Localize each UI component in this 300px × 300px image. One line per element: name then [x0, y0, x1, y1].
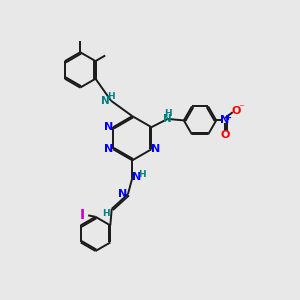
Text: N: N [118, 189, 127, 199]
Text: ⁻: ⁻ [238, 103, 244, 114]
Text: N: N [104, 144, 113, 154]
Text: H: H [138, 170, 146, 179]
Text: I: I [80, 208, 85, 222]
Text: N: N [220, 115, 230, 125]
Text: H: H [103, 209, 110, 218]
Text: H: H [107, 92, 114, 100]
Text: N: N [101, 96, 110, 106]
Text: N: N [104, 122, 113, 132]
Text: O: O [232, 106, 241, 116]
Text: +: + [224, 113, 232, 122]
Text: H: H [164, 110, 172, 118]
Text: N: N [163, 114, 172, 124]
Text: O: O [220, 130, 230, 140]
Text: N: N [132, 172, 141, 182]
Text: N: N [151, 144, 160, 154]
